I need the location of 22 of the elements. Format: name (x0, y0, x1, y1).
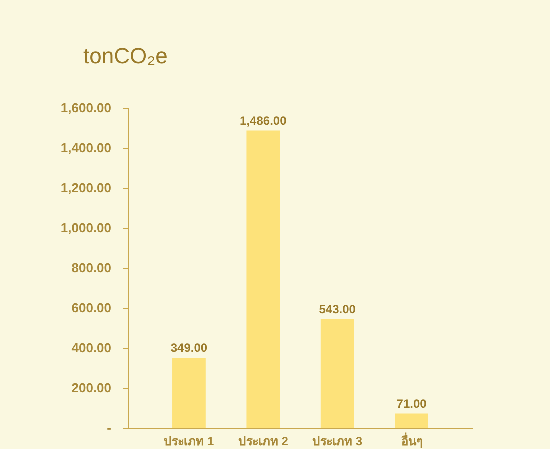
bar (395, 414, 428, 428)
x-tick-label: ประเภท 2 (238, 434, 289, 448)
bar (172, 358, 206, 428)
y-tick-label: 1,600.00 (60, 100, 112, 116)
y-tick-label: 600.00 (72, 300, 112, 316)
y-axis-title: tonCO₂e (84, 44, 168, 68)
y-tick-label: 200.00 (72, 380, 112, 396)
bar (320, 319, 354, 428)
x-tick-label: อื่นๆ (401, 432, 422, 448)
data-label: 1,486.00 (240, 114, 288, 128)
y-tick-label: 400.00 (72, 340, 112, 356)
y-tick-label: 800.00 (72, 260, 112, 276)
x-tick-label: ประเภท 1 (164, 434, 215, 448)
y-tick-label: 1,000.00 (60, 220, 112, 236)
y-tick-label: 1,200.00 (60, 180, 112, 196)
x-tick-label: ประเภท 3 (312, 434, 363, 448)
data-label: 349.00 (170, 341, 208, 356)
bar (246, 130, 280, 428)
y-tick-label: 1,400.00 (60, 140, 112, 156)
data-label: 543.00 (319, 302, 356, 316)
y-tick-label: - (107, 420, 112, 436)
data-label: 71.00 (396, 396, 428, 411)
